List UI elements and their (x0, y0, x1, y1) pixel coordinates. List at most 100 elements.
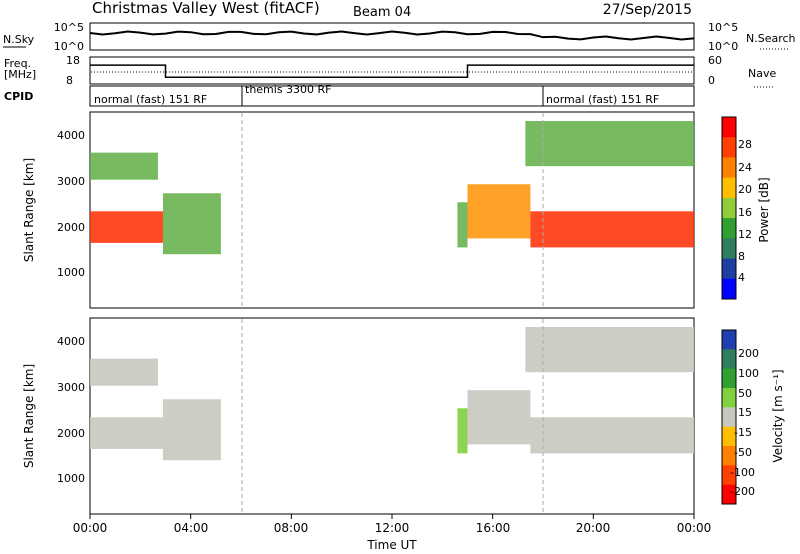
vel-ytick-2000: 2000 (57, 427, 85, 440)
power-ytick-4000: 4000 (57, 129, 85, 142)
power-ytick-3000: 3000 (57, 175, 85, 188)
cpid-panel (89, 85, 695, 107)
vel-cbtick-100: 100 (738, 367, 759, 380)
vel-cbtick-neg200: -200 (730, 485, 755, 498)
velocity-colorbar-swatch (722, 484, 736, 505)
vel-cbtick-200: 200 (738, 347, 759, 360)
power-colorbar-label: Power [dB] (757, 177, 771, 242)
power-colorbar (721, 116, 737, 300)
vel-cbtick-50: 50 (738, 387, 752, 400)
nave-tick-top: 60 (708, 54, 722, 67)
velocity-echo-region (525, 327, 694, 373)
velocity-echo-region (530, 417, 694, 454)
power-cbtick-8: 8 (738, 250, 745, 263)
power-echoes (90, 121, 694, 255)
velocity-colorbar-swatch (722, 330, 736, 350)
search-tick-bottom: 10^0 (708, 40, 738, 53)
xtick-3: 12:00 (375, 521, 410, 535)
velocity-colorbar (721, 329, 737, 505)
sky-noise-panel (89, 22, 695, 51)
vel-ytick-3000: 3000 (57, 381, 85, 394)
velocity-echo-region (90, 358, 158, 386)
velocity-colorbar-swatch (722, 349, 736, 370)
freq-tick-top: 18 (66, 54, 80, 67)
search-label: N.Search (746, 32, 796, 45)
vel-cbtick-neg100: -100 (730, 466, 755, 479)
cpid-segment-2: themis 3300 RF (245, 83, 332, 96)
power-cbtick-24: 24 (738, 161, 752, 174)
velocity-colorbar-label: Velocity [m s⁻¹] (771, 369, 785, 462)
power-ylabel: Slant Range [km] (22, 158, 36, 262)
plot-title: Christmas Valley West (fitACF) (92, 0, 320, 17)
beam-label: Beam 04 (353, 5, 411, 20)
power-colorbar-swatch (722, 117, 736, 138)
freq-tick-bottom: 8 (66, 74, 73, 87)
power-cbtick-28: 28 (738, 138, 752, 151)
xtick-2: 08:00 (274, 521, 309, 535)
sky-label: N.Sky (3, 33, 35, 46)
sky-noise-line (89, 30, 695, 41)
power-echo-region (90, 152, 158, 180)
power-echo-region (162, 193, 221, 255)
vel-ytick-1000: 1000 (57, 472, 85, 485)
power-colorbar-swatch (722, 278, 736, 300)
sky-tick-top: 10^5 (54, 21, 84, 34)
velocity-echo-region (162, 399, 221, 461)
power-colorbar-swatch (722, 177, 736, 199)
power-colorbar-frame (721, 116, 737, 300)
velocity-ylabel: Slant Range [km] (22, 364, 36, 468)
velocity-colorbar-swatch (722, 426, 736, 447)
xtick-1: 04:00 (174, 521, 209, 535)
velocity-colorbar-swatch (722, 465, 736, 486)
frequency-line (90, 64, 694, 78)
velocity-echo-region (467, 390, 531, 445)
power-colorbar-swatch (722, 258, 736, 280)
cpid-label: CPID (4, 90, 33, 103)
sky-noise-trace (89, 30, 695, 41)
power-ytick-1000: 1000 (57, 266, 85, 279)
search-tick-top: 10^5 (708, 21, 738, 34)
date-label: 27/Sep/2015 (603, 2, 692, 18)
velocity-colorbar-swatch (722, 446, 736, 466)
power-cbtick-4: 4 (738, 271, 745, 284)
xtick-4: 16:00 (476, 521, 511, 535)
velocity-colorbar-swatch (722, 388, 736, 408)
freq-label-1: Freq. (4, 57, 31, 70)
power-echo-region (90, 211, 163, 243)
power-echo-region (525, 121, 694, 167)
power-colorbar-swatch (722, 238, 736, 260)
vel-ytick-4000: 4000 (57, 335, 85, 348)
vel-cbtick-15: 15 (738, 406, 752, 419)
freq-label-2: [MHz] (4, 68, 36, 81)
frequency-panel (89, 56, 695, 85)
cpid-segment-3: normal (fast) 151 RF (546, 93, 659, 106)
power-cbtick-16: 16 (738, 206, 752, 219)
nave-label: Nave (748, 67, 776, 80)
power-cbtick-20: 20 (738, 183, 752, 196)
velocity-colorbar-swatch (722, 368, 736, 389)
xtick-0: 00:00 (73, 521, 108, 535)
velocity-colorbar-frame (721, 329, 737, 505)
power-colorbar-swatch (722, 157, 736, 179)
power-echo-region (467, 184, 531, 239)
nave-tick-bottom: 0 (708, 74, 715, 87)
velocity-echoes (90, 327, 694, 461)
power-colorbar-swatch (722, 137, 736, 158)
velocity-colorbar-swatch (722, 407, 736, 428)
power-colorbar-swatch (722, 218, 736, 239)
xtick-5: 20:00 (576, 521, 611, 535)
x-axis-label: Time UT (366, 538, 417, 552)
power-ytick-2000: 2000 (57, 221, 85, 234)
velocity-echo-region (90, 417, 163, 449)
power-echo-region (530, 211, 694, 248)
x-axis-ticks (89, 514, 695, 519)
sky-tick-bottom: 10^0 (54, 40, 84, 53)
power-echo-region (457, 202, 468, 248)
vel-cbtick-neg50: -50 (734, 446, 752, 459)
xtick-6: 00:00 (677, 521, 712, 535)
power-cbtick-12: 12 (738, 228, 752, 241)
velocity-echo-region (457, 408, 468, 454)
cpid-segment-1: normal (fast) 151 RF (94, 93, 207, 106)
power-colorbar-swatch (722, 197, 736, 219)
